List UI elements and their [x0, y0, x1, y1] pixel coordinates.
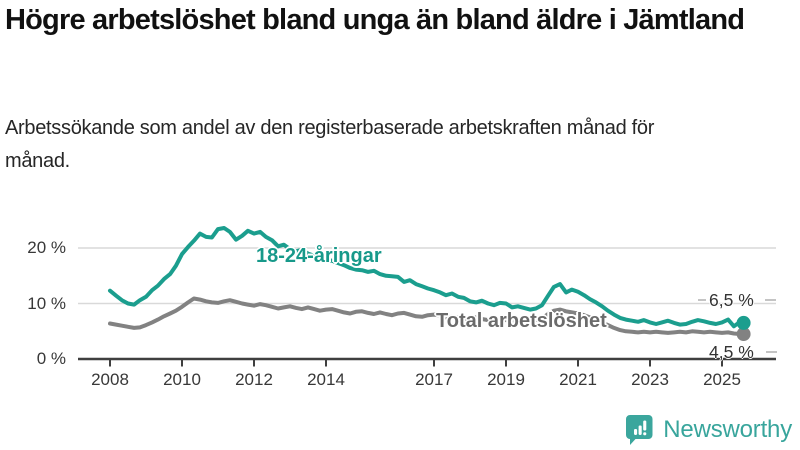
y-axis-tick-label: 0 %	[36, 349, 66, 368]
chart-title: Högre arbetslöshet bland unga än bland ä…	[5, 4, 745, 36]
chart-subtitle: Arbetssökande som andel av den registerb…	[5, 117, 655, 172]
x-axis-tick-label: 2023	[631, 370, 669, 389]
y-axis-tick-label: 20 %	[27, 238, 66, 257]
end-value-label-total: 4,5 %	[709, 342, 754, 362]
series-line-youth	[108, 226, 746, 329]
y-axis-tick-label: 10 %	[27, 293, 66, 313]
x-axis-tick-label: 2008	[91, 370, 129, 389]
newsworthy-logo: Newsworthy	[626, 413, 792, 446]
series-label-youth: 18-24-åringar	[256, 245, 382, 267]
x-axis-tick-label: 2019	[487, 370, 525, 389]
series-end-dot-total	[736, 327, 751, 342]
x-axis-tick-label: 2012	[235, 370, 273, 389]
series-line-total	[108, 296, 746, 336]
end-value-label-youth: 6,5 %	[709, 290, 754, 310]
series-label-total: Total arbetslöshet	[436, 310, 607, 332]
x-axis-tick-label: 2021	[559, 370, 597, 389]
newsworthy-wordmark: Newsworthy	[663, 415, 792, 443]
series-end-dot-youth	[736, 315, 751, 330]
x-axis-tick-label: 2010	[163, 370, 201, 389]
newsworthy-bubble-chart-icon	[626, 413, 656, 446]
x-axis-tick-label: 2025	[703, 370, 741, 389]
x-axis-tick-label: 2017	[415, 370, 453, 389]
x-axis-tick-label: 2014	[307, 370, 345, 389]
